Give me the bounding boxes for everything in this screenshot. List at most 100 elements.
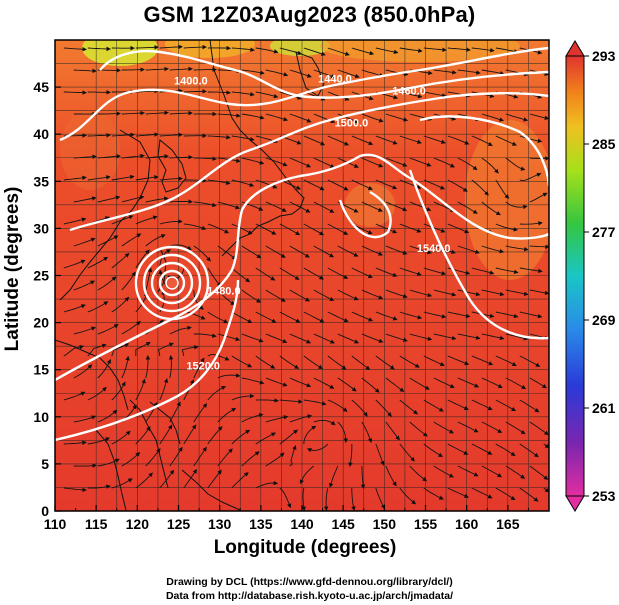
streamline: [385, 377, 405, 392]
streamline: [375, 267, 398, 277]
streamline: [217, 201, 241, 210]
streamline: [135, 342, 151, 357]
streamline: [241, 333, 264, 343]
streamline: [145, 66, 169, 72]
contour-label: 1540.0: [417, 243, 451, 255]
streamline: [303, 355, 323, 370]
streamline: [63, 90, 87, 95]
streamline: [529, 289, 549, 296]
streamline: [255, 432, 276, 445]
colorbar-tick-label: 277: [592, 224, 616, 240]
streamline: [409, 289, 433, 298]
streamline: [385, 289, 408, 299]
streamline: [231, 179, 255, 187]
streamline: [423, 487, 444, 500]
streamline: [289, 289, 310, 302]
streamline: [111, 478, 133, 489]
streamline: [63, 391, 86, 401]
streamline: [433, 157, 455, 168]
streamline: [87, 343, 107, 357]
contour-label: 1440.0: [318, 73, 352, 85]
streamline: [231, 472, 249, 489]
streamline: [505, 333, 529, 341]
streamline: [63, 217, 87, 225]
streamline: [351, 179, 373, 190]
streamline: [327, 179, 349, 191]
streamline: [73, 154, 97, 159]
streamline: [423, 311, 447, 319]
streamline: [168, 355, 174, 379]
streamline: [183, 223, 207, 230]
streamline: [433, 465, 454, 478]
streamline: [87, 256, 109, 269]
streamline: [423, 91, 447, 98]
streamline: [375, 223, 398, 234]
streamline: [313, 289, 335, 301]
streamline: [157, 342, 174, 357]
streamline: [73, 237, 96, 247]
streamline: [63, 304, 86, 313]
streamline: [361, 289, 384, 300]
streamline: [73, 68, 97, 74]
streamline: [169, 401, 181, 423]
streamline: [145, 234, 166, 247]
streamline: [361, 201, 383, 212]
streamline: [289, 201, 311, 213]
streamline: [519, 443, 539, 458]
streamline: [375, 135, 398, 145]
x-axis: 110 115 120 125 130 135 140 145 150 155 160 165: [44, 505, 529, 532]
streamline: [289, 245, 310, 258]
streamline: [505, 289, 529, 297]
streamline: [529, 244, 549, 250]
x-tick-label: 140: [290, 516, 314, 532]
streamline: [231, 393, 255, 401]
streamline: [135, 132, 159, 137]
streamline: [303, 47, 326, 56]
streamline: [217, 373, 241, 379]
streamline: [495, 47, 519, 54]
streamline: [121, 110, 145, 116]
streamline: [495, 399, 517, 412]
streamline: [481, 113, 504, 122]
streamline: [337, 377, 357, 392]
streamline: [385, 201, 408, 212]
streamline: [519, 172, 542, 182]
contour-label: 1480.0: [207, 285, 241, 297]
streamline: [241, 69, 265, 75]
streamline: [313, 419, 336, 426]
streamline: [423, 135, 446, 144]
streamline: [457, 245, 480, 254]
streamline: [505, 377, 527, 390]
streamline: [97, 195, 121, 203]
streamline: [505, 245, 529, 252]
x-tick-label: 160: [455, 516, 479, 532]
streamline: [375, 47, 399, 55]
streamline: [87, 437, 110, 445]
streamline: [519, 221, 543, 226]
streamline: [471, 267, 495, 275]
streamline: [313, 245, 335, 258]
streamline: [73, 326, 96, 335]
streamline: [97, 359, 111, 379]
streamline: [121, 320, 141, 335]
streamline: [323, 487, 329, 511]
typhoon-center: [165, 276, 179, 290]
streamline: [97, 458, 120, 467]
streamline: [63, 440, 87, 446]
streamline: [111, 381, 126, 401]
streamline: [135, 215, 158, 225]
streamline: [97, 276, 117, 291]
streamline: [207, 134, 231, 140]
streamline: [337, 289, 359, 301]
streamline: [183, 468, 198, 489]
streamline: [279, 91, 302, 100]
streamline: [241, 377, 265, 385]
streamline: [87, 132, 111, 138]
streamline: [423, 267, 447, 276]
streamline: [265, 201, 287, 212]
streamline: [217, 448, 233, 467]
streamline: [73, 196, 97, 203]
streamline: [207, 469, 222, 489]
streamline: [279, 487, 292, 509]
